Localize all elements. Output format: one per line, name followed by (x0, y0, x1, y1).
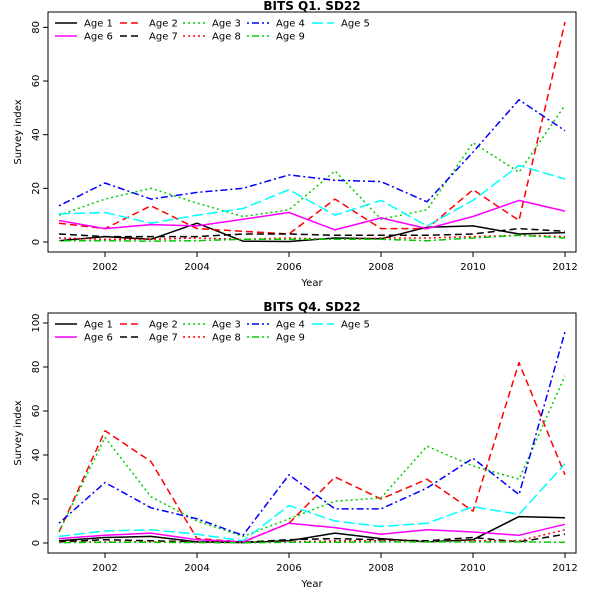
y-tick-label: 40 (31, 449, 42, 462)
x-tick-label: 2008 (368, 563, 393, 574)
y-tick-label: 60 (31, 405, 42, 418)
series-line-age-3 (58, 375, 566, 538)
series-line-age-7 (58, 533, 566, 544)
x-tick-label: 2002 (92, 262, 117, 273)
y-axis-label: Survey index (13, 400, 24, 465)
legend-label: Age 2 (149, 19, 178, 30)
y-tick-label: 20 (31, 493, 42, 506)
legend: Age 1 Age 2 Age 3 Age 4 Age 5 Age 6 Age 7 Age 8… (55, 320, 370, 344)
plot-frame (47, 312, 577, 554)
series-line-age-5 (58, 463, 566, 542)
legend-label: Age 4 (276, 19, 305, 30)
x-tick-label: 2004 (184, 563, 209, 574)
y-tick-label: 80 (31, 361, 42, 374)
legend-label: Age 4 (276, 320, 305, 331)
legend-label: Age 5 (341, 19, 370, 30)
x-axis-label: Year (300, 278, 323, 289)
legend-label: Age 9 (276, 333, 305, 344)
y-tick-label: 60 (31, 75, 42, 88)
series-line-age-5 (58, 164, 566, 227)
legend-label: Age 8 (212, 32, 241, 43)
legend: Age 1 Age 2 Age 3 Age 4 Age 5 Age 6 Age 7 Age 8… (55, 19, 370, 43)
legend-label: Age 3 (212, 19, 241, 30)
legend-label: Age 8 (212, 333, 241, 344)
chart-panel-1: BITS Q1. SD22 2002 2004 2006 2008 2010 2012 0 20… (13, 0, 578, 289)
y-tick-label: 40 (31, 128, 42, 141)
series-line-age-9 (58, 541, 566, 544)
series-line-age-7 (58, 227, 566, 238)
y-axis-label: Survey index (13, 99, 24, 164)
chart-title: BITS Q1. SD22 (263, 0, 360, 13)
legend-label: Age 2 (149, 320, 178, 331)
y-tick-label: 20 (31, 182, 42, 195)
series-line-age-2 (58, 361, 566, 543)
series-line-age-1 (58, 222, 566, 243)
series-line-age-6 (58, 199, 566, 231)
y-tick-label: 0 (31, 239, 42, 245)
series-line-age-8 (58, 234, 566, 241)
x-tick-label: 2006 (276, 563, 301, 574)
x-axis-label: Year (300, 579, 323, 590)
plot-frame (47, 11, 577, 253)
series-line-age-9 (59, 234, 566, 242)
x-tick-label: 2004 (184, 262, 209, 273)
legend-label: Age 6 (84, 333, 113, 344)
x-tick-label: 2006 (276, 262, 301, 273)
chart-title: BITS Q4. SD22 (263, 300, 360, 314)
series-line-age-6 (58, 522, 566, 543)
x-tick-label: 2010 (460, 262, 485, 273)
legend-label: Age 7 (149, 32, 178, 43)
x-tick-label: 2012 (552, 262, 577, 273)
legend-label: Age 3 (212, 320, 241, 331)
series-line-age-4 (58, 331, 566, 537)
legend-label: Age 9 (276, 32, 305, 43)
x-tick-label: 2008 (368, 262, 393, 273)
y-tick-label: 80 (31, 21, 42, 34)
legend-label: Age 5 (341, 320, 370, 331)
legend-label: Age 7 (149, 333, 178, 344)
legend-label: Age 1 (84, 320, 113, 331)
chart-panel-2: BITS Q4. SD22 2002 2004 2006 2008 2010 2012 0 20… (13, 300, 578, 590)
y-tick-label: 100 (31, 313, 42, 332)
series-line-age-4 (58, 99, 566, 207)
legend-label: Age 6 (84, 32, 113, 43)
y-tick-label: 0 (31, 540, 42, 546)
series-line-age-1 (58, 515, 566, 544)
x-tick-label: 2012 (552, 563, 577, 574)
x-tick-label: 2010 (460, 563, 485, 574)
series-line-age-2 (58, 21, 566, 235)
x-tick-label: 2002 (92, 563, 117, 574)
series-line-age-8 (58, 529, 566, 544)
legend-label: Age 1 (84, 19, 113, 30)
